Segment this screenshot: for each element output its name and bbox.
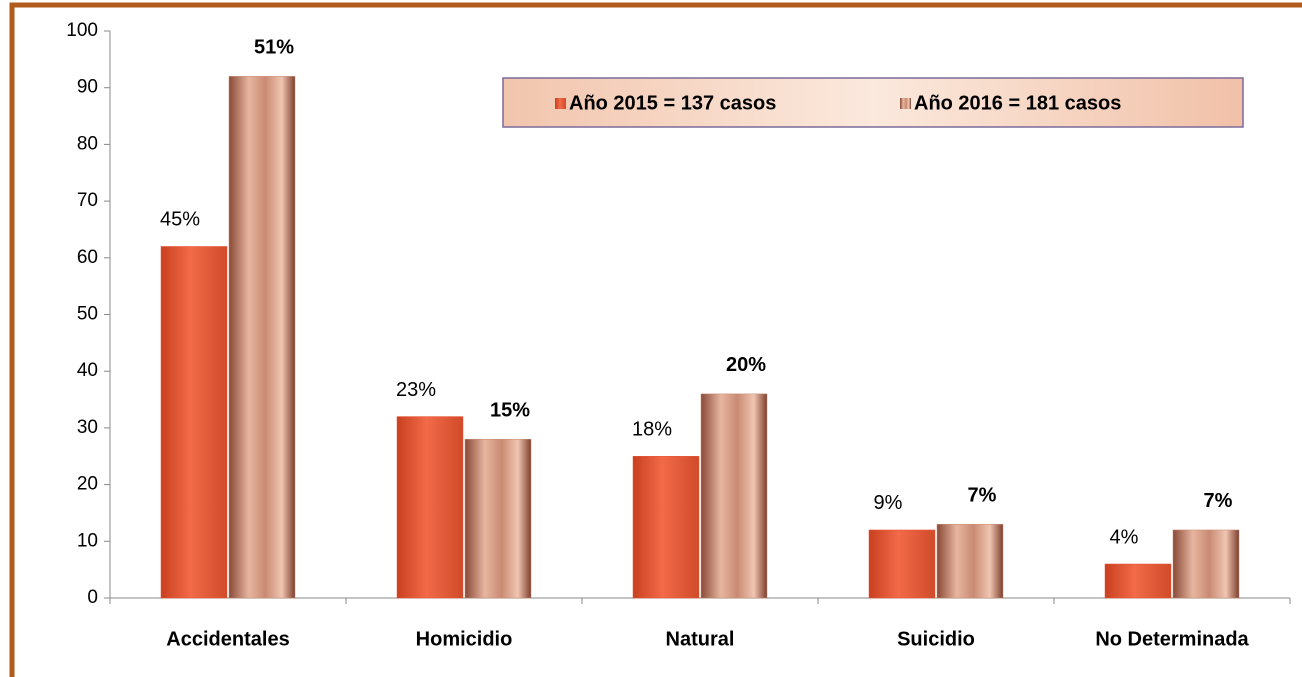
- y-tick-label: 70: [77, 190, 98, 211]
- frame: [9, 2, 1302, 677]
- legend-swatch: [900, 98, 911, 109]
- value-label: 20%: [726, 354, 766, 376]
- x-tick-label: Natural: [666, 628, 735, 650]
- legend-swatch: [555, 98, 566, 109]
- legend: [502, 77, 1244, 128]
- bar: [228, 76, 296, 599]
- x-tick-label: Accidentales: [166, 628, 289, 650]
- x-tick-label: Suicidio: [897, 628, 975, 650]
- value-label: 18%: [632, 419, 672, 441]
- value-label: 23%: [396, 379, 436, 401]
- value-label: 4%: [1110, 526, 1139, 548]
- bar: [936, 524, 1004, 599]
- bar: [464, 438, 532, 599]
- bar: [160, 246, 228, 599]
- value-label: 51%: [254, 37, 294, 59]
- y-tick-label: 60: [77, 247, 98, 268]
- legend-label: Año 2015 = 137 casos: [569, 92, 776, 114]
- bar: [1172, 529, 1240, 599]
- y-tick-label: 0: [87, 587, 98, 608]
- bar: [868, 529, 936, 599]
- value-label: 7%: [1204, 490, 1233, 512]
- y-tick-label: 10: [77, 530, 98, 551]
- legend-label: Año 2016 = 181 casos: [914, 92, 1121, 114]
- x-tick-label: Homicidio: [416, 628, 513, 650]
- y-tick-label: 30: [77, 417, 98, 438]
- value-label: 45%: [160, 209, 200, 231]
- x-tick-label: No Determinada: [1095, 628, 1249, 650]
- y-tick-label: 40: [77, 360, 98, 381]
- bar: [700, 393, 768, 599]
- y-tick-label: 100: [66, 20, 98, 41]
- value-label: 15%: [490, 400, 530, 422]
- bar: [632, 456, 700, 599]
- bar: [396, 416, 464, 599]
- y-tick-label: 20: [77, 474, 98, 495]
- y-tick-label: 90: [77, 77, 98, 98]
- y-tick-label: 50: [77, 304, 98, 325]
- value-label: 7%: [968, 485, 997, 507]
- value-label: 9%: [874, 492, 903, 514]
- y-tick-label: 80: [77, 133, 98, 154]
- bar: [1104, 563, 1172, 599]
